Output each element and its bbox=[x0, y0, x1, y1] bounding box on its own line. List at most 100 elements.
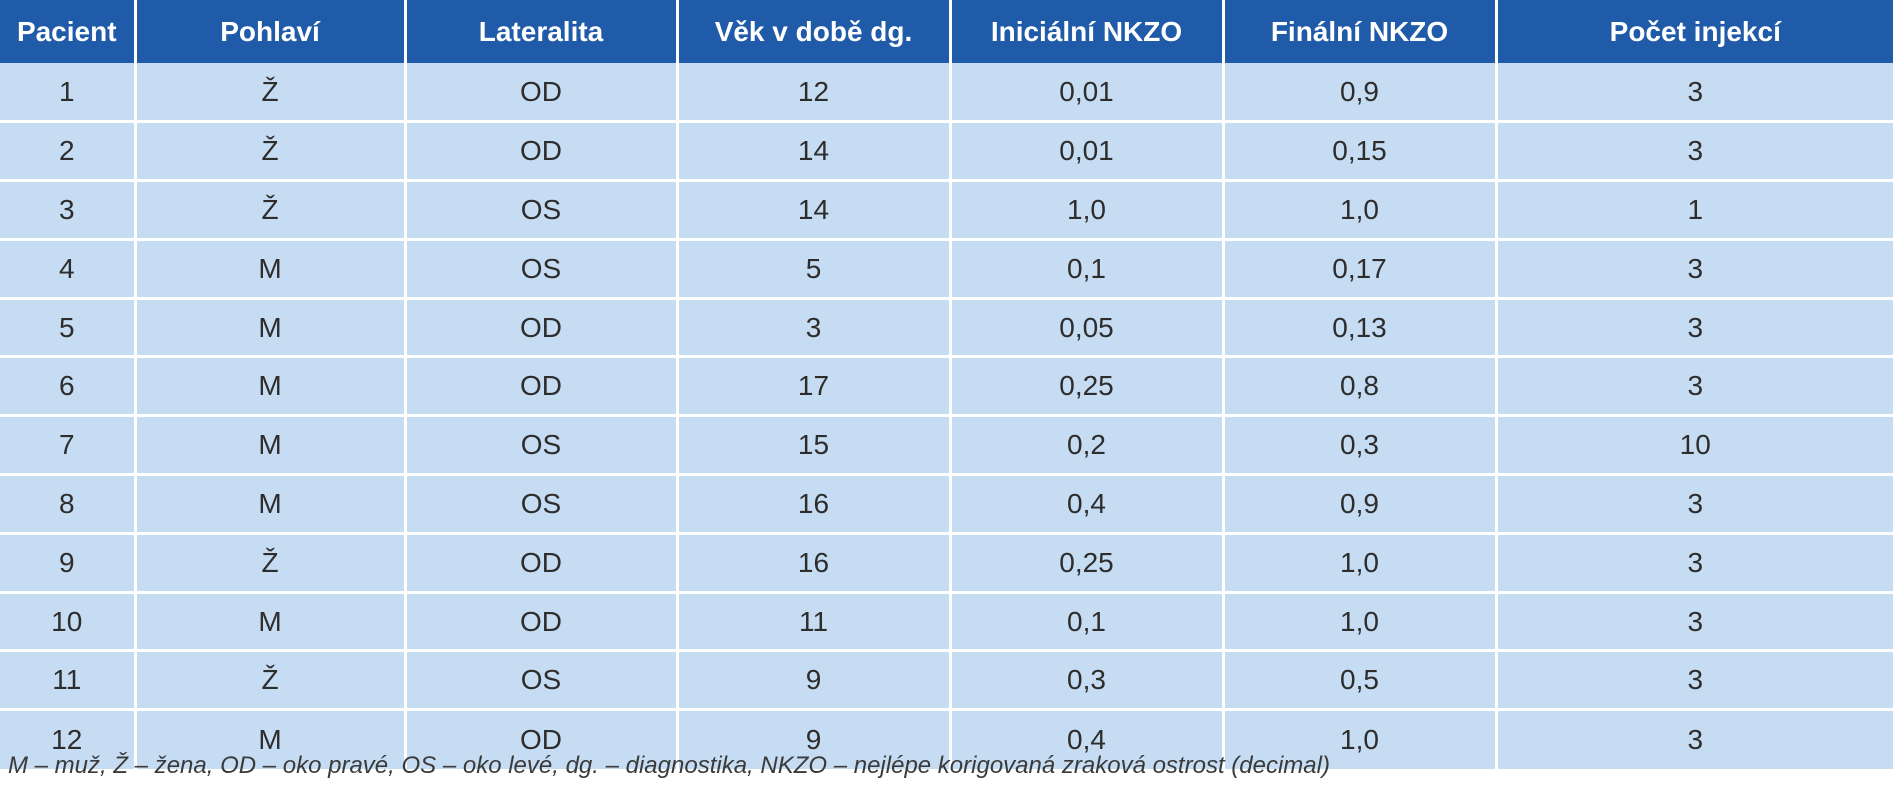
cell-pocet-injekci: 3 bbox=[1496, 120, 1893, 181]
cell-vek: 11 bbox=[677, 590, 952, 651]
cell-lateralita: OD bbox=[405, 590, 679, 651]
cell-pacient: 4 bbox=[0, 237, 137, 299]
table-row: 12 M OD 9 0,4 1,0 3 bbox=[0, 708, 1893, 769]
cell-pohlavi: M bbox=[135, 355, 407, 416]
header-lateralita: Lateralita bbox=[405, 0, 679, 63]
cell-inicialni-nkzo: 0,25 bbox=[950, 531, 1225, 593]
cell-inicialni-nkzo: 0,4 bbox=[950, 473, 1225, 534]
table-row: 5 M OD 3 0,05 0,13 3 bbox=[0, 296, 1893, 357]
cell-lateralita: OD bbox=[405, 296, 679, 357]
cell-pocet-injekci: 3 bbox=[1496, 355, 1893, 416]
cell-pocet-injekci: 3 bbox=[1496, 473, 1893, 534]
cell-pocet-injekci: 1 bbox=[1496, 179, 1893, 240]
cell-pocet-injekci: 3 bbox=[1496, 649, 1893, 710]
cell-pacient: 8 bbox=[0, 473, 137, 534]
cell-pohlavi: Ž bbox=[135, 649, 407, 710]
cell-inicialni-nkzo: 0,1 bbox=[950, 590, 1225, 651]
cell-lateralita: OD bbox=[405, 355, 679, 416]
table-row: 11 Ž OS 9 0,3 0,5 3 bbox=[0, 649, 1893, 710]
table-row: 2 Ž OD 14 0,01 0,15 3 bbox=[0, 120, 1893, 181]
cell-lateralita: OS bbox=[405, 237, 679, 299]
header-inicialni-nkzo: Iniciální NKZO bbox=[950, 0, 1225, 63]
table-footnote: M – muž, Ž – žena, OD – oko pravé, OS – … bbox=[8, 752, 1330, 779]
cell-finalni-nkzo: 0,8 bbox=[1223, 355, 1498, 416]
cell-vek: 16 bbox=[677, 473, 952, 534]
header-finalni-nkzo: Finální NKZO bbox=[1223, 0, 1498, 63]
cell-inicialni-nkzo: 0,05 bbox=[950, 296, 1225, 357]
table-header: Pacient Pohlaví Lateralita Věk v době dg… bbox=[0, 0, 1893, 63]
header-row: Pacient Pohlaví Lateralita Věk v době dg… bbox=[0, 0, 1893, 63]
cell-vek: 15 bbox=[677, 414, 952, 475]
table-row: 7 M OS 15 0,2 0,3 10 bbox=[0, 414, 1893, 475]
cell-vek: 17 bbox=[677, 355, 952, 416]
cell-lateralita: OS bbox=[405, 649, 679, 710]
cell-pohlavi: M bbox=[135, 473, 407, 534]
cell-vek: 12 bbox=[677, 63, 952, 122]
cell-lateralita: OD bbox=[405, 120, 679, 181]
cell-pacient: 12 bbox=[0, 708, 137, 769]
cell-pacient: 3 bbox=[0, 179, 137, 240]
cell-vek: 14 bbox=[677, 120, 952, 181]
header-pocet-injekci: Počet injekcí bbox=[1609, 15, 1781, 47]
patient-table: Pacient Pohlaví Lateralita Věk v době dg… bbox=[0, 0, 1893, 769]
cell-inicialni-nkzo: 0,1 bbox=[950, 237, 1225, 299]
table-row: 6 M OD 17 0,25 0,8 3 bbox=[0, 355, 1893, 416]
cell-lateralita: OS bbox=[405, 179, 679, 240]
cell-finalni-nkzo: 0,3 bbox=[1223, 414, 1498, 475]
cell-pacient: 6 bbox=[0, 355, 137, 416]
table-row: 4 M OS 5 0,1 0,17 3 bbox=[0, 237, 1893, 299]
cell-inicialni-nkzo: 1,0 bbox=[950, 179, 1225, 240]
table-row: 3 Ž OS 14 1,0 1,0 1 bbox=[0, 179, 1893, 240]
table-row: 1 Ž OD 12 0,01 0,9 3 bbox=[0, 63, 1893, 122]
cell-finalni-nkzo: 0,9 bbox=[1223, 473, 1498, 534]
cell-finalni-nkzo: 1,0 bbox=[1223, 590, 1498, 651]
cell-finalni-nkzo: 1,0 bbox=[1223, 179, 1498, 240]
cell-pacient: 10 bbox=[0, 590, 137, 651]
cell-pacient: 1 bbox=[0, 63, 137, 122]
cell-pohlavi: M bbox=[135, 296, 407, 357]
cell-inicialni-nkzo: 0,01 bbox=[950, 120, 1225, 181]
table-row: 9 Ž OD 16 0,25 1,0 3 bbox=[0, 531, 1893, 593]
cell-pacient: 5 bbox=[0, 296, 137, 357]
cell-lateralita: OS bbox=[405, 414, 679, 475]
table-body: 1 Ž OD 12 0,01 0,9 3 2 Ž OD 14 0,01 0,15 3 3 Ž OS 14 1,0 1,… bbox=[0, 63, 1893, 769]
cell-pocet-injekci: 3 bbox=[1496, 590, 1893, 651]
cell-pacient: 9 bbox=[0, 531, 137, 593]
cell-vek: 14 bbox=[677, 179, 952, 240]
cell-lateralita: OD bbox=[405, 708, 679, 769]
cell-pocet-injekci: 3 bbox=[1496, 708, 1893, 769]
cell-finalni-nkzo: 0,17 bbox=[1223, 237, 1498, 299]
cell-lateralita: OS bbox=[405, 473, 679, 534]
cell-pohlavi: Ž bbox=[135, 63, 407, 122]
cell-finalni-nkzo: 1,0 bbox=[1223, 531, 1498, 593]
cell-vek: 3 bbox=[677, 296, 952, 357]
cell-vek: 5 bbox=[677, 237, 952, 299]
cell-vek: 9 bbox=[677, 649, 952, 710]
cell-pocet-injekci: 3 bbox=[1496, 296, 1893, 357]
cell-lateralita: OD bbox=[405, 531, 679, 593]
cell-vek: 16 bbox=[677, 531, 952, 593]
cell-pocet-injekci: 3 bbox=[1496, 531, 1893, 593]
cell-pohlavi: M bbox=[135, 708, 407, 769]
header-pohlavi: Pohlaví bbox=[135, 0, 407, 63]
cell-inicialni-nkzo: 0,01 bbox=[950, 63, 1225, 122]
cell-lateralita: OD bbox=[405, 63, 679, 122]
cell-finalni-nkzo: 0,15 bbox=[1223, 120, 1498, 181]
cell-pocet-injekci: 3 bbox=[1687, 75, 1704, 107]
cell-pacient: 7 bbox=[0, 414, 137, 475]
cell-inicialni-nkzo: 0,3 bbox=[950, 649, 1225, 710]
cell-inicialni-nkzo: 0,4 bbox=[950, 708, 1225, 769]
cell-vek: 9 bbox=[677, 708, 952, 769]
cell-pohlavi: M bbox=[135, 237, 407, 299]
cell-pohlavi: M bbox=[135, 590, 407, 651]
table-row: 8 M OS 16 0,4 0,9 3 bbox=[0, 473, 1893, 534]
cell-pohlavi: Ž bbox=[135, 531, 407, 593]
cell-inicialni-nkzo: 0,2 bbox=[950, 414, 1225, 475]
cell-pacient: 11 bbox=[0, 649, 137, 710]
table-row: 10 M OD 11 0,1 1,0 3 bbox=[0, 590, 1893, 651]
cell-finalni-nkzo: 1,0 bbox=[1223, 708, 1498, 769]
header-vek: Věk v době dg. bbox=[677, 0, 952, 63]
cell-pohlavi: Ž bbox=[135, 179, 407, 240]
cell-pocet-injekci: 3 bbox=[1496, 237, 1893, 299]
